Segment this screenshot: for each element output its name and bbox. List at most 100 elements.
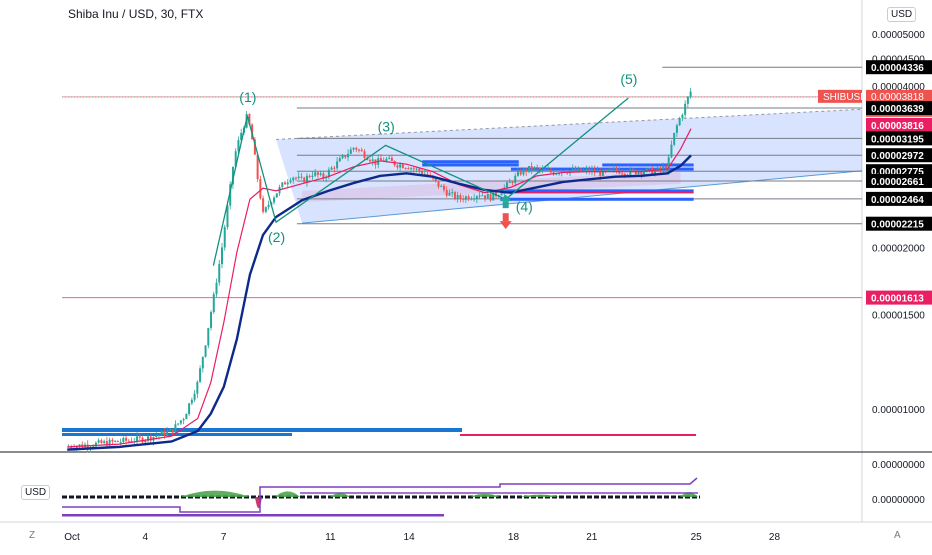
candle-body [347, 153, 350, 158]
y-tick-label: 0.00002000 [872, 243, 925, 254]
candle-body [119, 441, 122, 443]
price-label-bg [866, 290, 932, 305]
candle-body [166, 431, 169, 436]
candle-body [401, 164, 404, 169]
price-label-bg [866, 60, 932, 75]
candle-body [188, 403, 191, 415]
candle-body [157, 434, 160, 436]
candle-body [385, 158, 388, 162]
candle-body [582, 170, 585, 172]
candle-body [653, 170, 656, 175]
x-tick-label: 21 [586, 532, 598, 543]
y-tick-label: 0.00004500 [872, 55, 925, 66]
candle-body [215, 282, 218, 295]
candle-body [174, 424, 177, 433]
candle-body [259, 179, 262, 199]
candle-body [168, 429, 171, 432]
currency-unit-button[interactable]: USD [887, 7, 917, 22]
candle-body [336, 161, 339, 169]
wave-label: (4) [516, 198, 533, 214]
sell-arrow-stem [502, 213, 509, 222]
candle-body [294, 177, 297, 179]
candle-body [662, 166, 665, 170]
candle-body [289, 180, 292, 183]
candle-body [122, 437, 125, 442]
candle-body [503, 187, 506, 194]
candle-body [525, 168, 528, 172]
candle-body [223, 227, 226, 248]
candle-body [470, 198, 473, 200]
candle-body [193, 393, 196, 400]
candle-body [549, 169, 552, 173]
candle-body [492, 192, 495, 201]
candle-body [146, 436, 149, 441]
moving-average-fast-ma [67, 128, 692, 448]
price-label: 0.00002775 [871, 167, 924, 178]
zone-box [602, 163, 694, 167]
x-tick-label: 28 [769, 532, 781, 543]
candle-body [363, 151, 366, 158]
elliott-wave-line [212, 97, 629, 266]
sell-arrow [499, 221, 512, 230]
zone-box [500, 189, 694, 193]
candle-body [111, 439, 114, 442]
candle-body [292, 177, 295, 181]
candle-body [114, 440, 117, 442]
oscillator-hump [275, 491, 300, 497]
candle-body [675, 125, 678, 133]
candle-body [601, 169, 604, 176]
auto-scale-button[interactable]: A [894, 530, 901, 541]
candle-body [396, 165, 399, 168]
candle-body [678, 118, 681, 126]
price-label: 0.00003818 [871, 92, 924, 103]
candle-body [643, 171, 646, 175]
buy-arrow-stem [502, 201, 509, 209]
x-tick-label: 25 [691, 532, 703, 543]
candle-body [437, 180, 440, 187]
candle-body [360, 149, 363, 152]
candle-body [664, 166, 667, 171]
candle-body [574, 168, 577, 172]
candle-body [264, 207, 267, 212]
candle-body [207, 327, 210, 346]
price-label-name: SHIBUSD [823, 92, 867, 103]
candle-body [314, 172, 317, 176]
candle-body [171, 429, 174, 433]
candle-body [645, 168, 648, 172]
candle-body [464, 196, 467, 200]
candle-body [579, 168, 582, 172]
price-label: 0.00001613 [871, 294, 924, 305]
candle-body [262, 198, 265, 212]
candle-body [607, 168, 610, 171]
candle-body [231, 166, 234, 185]
zoom-corner-button[interactable]: Z [29, 530, 36, 541]
price-label-bg [866, 148, 932, 163]
y-tick-label: 0.00001500 [872, 311, 925, 322]
candle-body [273, 197, 276, 203]
lower-pane-unit-button[interactable]: USD [21, 485, 51, 500]
candle-body [434, 178, 437, 181]
candle-body [319, 173, 322, 175]
candle-body [297, 176, 300, 179]
candle-body [533, 167, 536, 170]
candle-body [555, 173, 558, 175]
zone-box [510, 167, 694, 171]
candle-body [138, 436, 141, 438]
x-tick-label: 4 [143, 532, 149, 543]
x-tick-label: 7 [221, 532, 227, 543]
price-label-bg [866, 101, 932, 116]
x-tick-label: Oct [64, 532, 80, 543]
candle-body [516, 171, 519, 176]
oscillator-signal-line [62, 477, 698, 513]
candle-body [344, 155, 347, 158]
base-bar-pink [460, 434, 696, 436]
chart-title: Shiba Inu / USD, 30, FTX [68, 7, 204, 21]
candle-body [75, 446, 78, 450]
candle-body [590, 169, 593, 172]
candle-body [155, 435, 158, 437]
oscillator-hump [180, 490, 250, 497]
candle-body [673, 132, 676, 145]
candle-body [467, 196, 470, 200]
